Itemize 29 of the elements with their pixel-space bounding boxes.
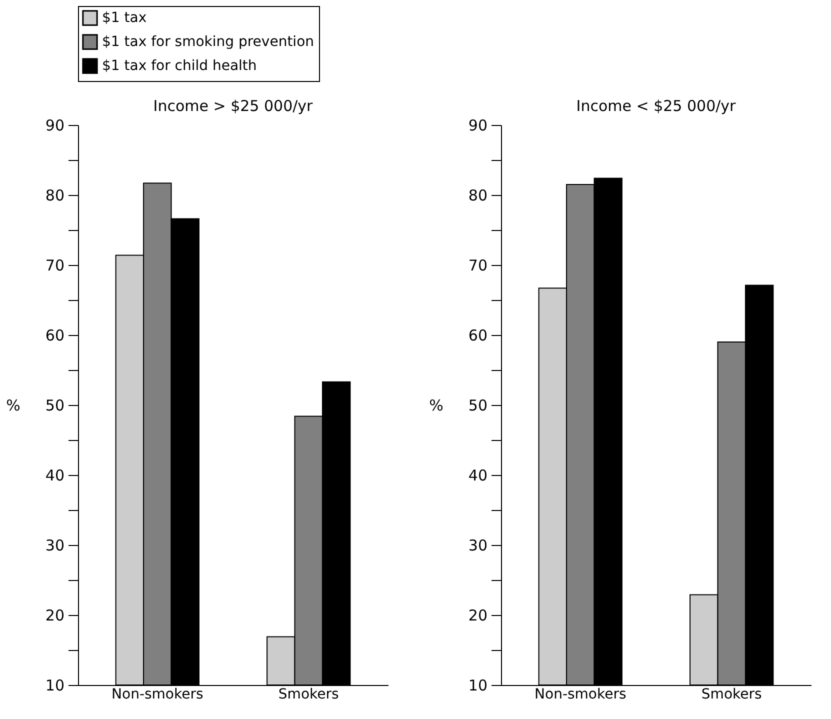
x-tick-label: Smokers <box>278 686 339 702</box>
legend-label: $1 tax <box>102 10 147 26</box>
y-tick-label: 70 <box>45 256 64 274</box>
y-tick-label: 30 <box>468 536 488 554</box>
legend-label: $1 tax for child health <box>102 58 257 74</box>
chart-title: Income > $25 000/yr <box>153 97 314 115</box>
y-tick-label: 20 <box>45 606 64 624</box>
y-tick-label: 70 <box>468 256 488 274</box>
y-axis-title: % <box>6 396 20 414</box>
y-tick-label: 60 <box>45 326 64 344</box>
x-tick-label: Non-smokers <box>112 686 204 702</box>
y-tick-label: 50 <box>468 396 488 414</box>
y-tick-label: 60 <box>468 326 488 344</box>
y-tick-label: 80 <box>45 186 64 204</box>
legend-label: $1 tax for smoking prevention <box>102 34 314 50</box>
x-tick-label: Smokers <box>701 686 762 702</box>
y-tick-label: 90 <box>45 116 64 134</box>
y-tick-label: 10 <box>45 676 64 694</box>
y-tick-label: 50 <box>45 396 64 414</box>
y-tick-label: 40 <box>468 466 488 484</box>
y-tick-label: 80 <box>468 186 488 204</box>
y-axis-title: % <box>429 396 444 414</box>
y-tick-label: 40 <box>45 466 64 484</box>
y-tick-label: 20 <box>468 606 488 624</box>
y-tick-label: 90 <box>468 116 488 134</box>
chart-title: Income < $25 000/yr <box>576 97 737 115</box>
y-tick-label: 30 <box>45 536 64 554</box>
x-tick-label: Non-smokers <box>534 686 626 702</box>
y-tick-label: 10 <box>468 676 488 694</box>
